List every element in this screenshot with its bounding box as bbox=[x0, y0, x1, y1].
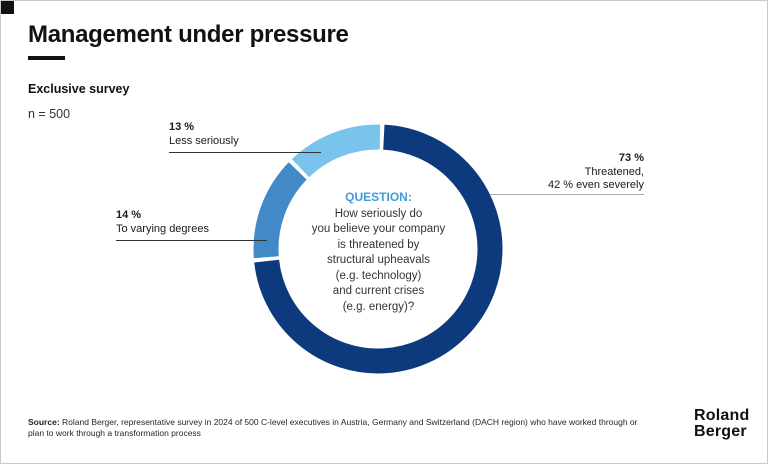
donut-segment-threatened bbox=[254, 124, 503, 374]
leader-line-varying-degrees bbox=[116, 240, 267, 241]
source-note: Source: Roland Berger, representative su… bbox=[28, 417, 678, 439]
donut-segment-varying-degrees bbox=[253, 162, 307, 259]
question-line: you believe your company bbox=[311, 223, 446, 235]
label-less-seriously-pct: 13 % bbox=[169, 121, 195, 133]
corner-accent-square bbox=[1, 1, 14, 14]
label-less-seriously: 13 % Less seriously bbox=[169, 121, 239, 148]
label-threatened-pct: 73 % bbox=[618, 152, 644, 164]
roland-berger-logo: Roland Berger bbox=[694, 408, 749, 439]
donut-chart bbox=[253, 124, 503, 374]
label-varying-degrees: 14 % To varying degrees bbox=[116, 209, 209, 236]
question-line: is threatened by bbox=[337, 238, 420, 251]
logo-line: Roland bbox=[694, 407, 750, 424]
source-text: Roland Berger, representative survey in … bbox=[62, 417, 638, 427]
question-line: (e.g. energy)? bbox=[342, 300, 415, 313]
source-line: plan to work through a transformation pr… bbox=[28, 428, 201, 438]
question-line: (e.g. technology) bbox=[335, 269, 422, 282]
logo-line: Berger bbox=[694, 422, 747, 440]
label-varying-degrees-pct: 14 % bbox=[116, 209, 142, 221]
label-less-seriously-text: Less seriously bbox=[169, 134, 239, 147]
label-threatened-text: 42 % even severely bbox=[548, 179, 644, 191]
question-line: How seriously do bbox=[334, 207, 423, 220]
question-heading: QUESTION: bbox=[345, 190, 412, 204]
page-title: Management under pressure bbox=[28, 21, 349, 48]
source-line: Source: Roland Berger, representative su… bbox=[28, 417, 678, 428]
donut-segment-less-seriously bbox=[291, 124, 381, 178]
source-label: Source: bbox=[28, 417, 60, 427]
leader-line-threatened bbox=[490, 194, 644, 195]
title-underline bbox=[28, 56, 65, 60]
donut-center-question: QUESTION: How seriously do you believe y… bbox=[281, 190, 476, 315]
leader-line-less-seriously bbox=[169, 152, 321, 153]
question-line: structural upheavals bbox=[327, 254, 430, 266]
subtitle: Exclusive survey bbox=[28, 82, 130, 96]
sample-size-label: n = 500 bbox=[28, 107, 71, 121]
label-threatened: 73 % Threatened, 42 % even severely bbox=[494, 152, 644, 193]
label-varying-degrees-text: To varying degrees bbox=[116, 222, 209, 235]
label-threatened-text: Threatened, bbox=[584, 165, 644, 178]
question-line: and current crises bbox=[332, 285, 425, 297]
